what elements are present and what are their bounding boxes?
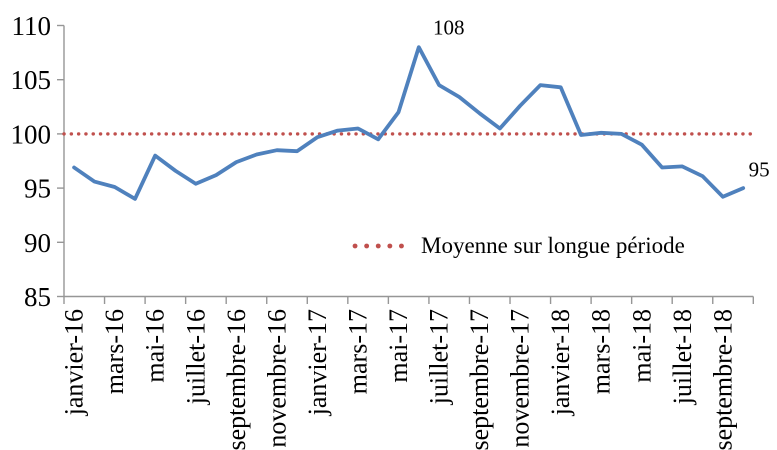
y-tick-label: 85 (24, 282, 51, 312)
legend-dotted-swatch (352, 243, 406, 249)
y-tick-label: 105 (11, 65, 52, 95)
x-tick-label: janvier-16 (60, 309, 89, 416)
x-tick-label: septembre-17 (465, 309, 494, 450)
x-tick-label: novembre-16 (262, 309, 291, 448)
x-tick-label: juillet-17 (425, 309, 454, 405)
x-tick-label: septembre-16 (222, 309, 251, 450)
x-tick-label: janvier-18 (546, 309, 575, 416)
legend-label: Moyenne sur longue période (421, 233, 685, 258)
x-tick-label: mars-16 (100, 309, 129, 394)
x-tick-label: septembre-18 (708, 309, 737, 450)
x-tick-label: novembre-17 (506, 309, 535, 448)
y-tick-label: 90 (24, 228, 51, 258)
data-label-last: 95 (748, 157, 770, 182)
x-tick-label: mai-16 (141, 309, 170, 383)
x-tick-label: mai-18 (627, 309, 656, 383)
legend: Moyenne sur longue période (352, 230, 685, 262)
x-tick-label: juillet-16 (181, 309, 210, 405)
data-label-peak: 108 (433, 15, 465, 40)
x-tick-label: juillet-18 (668, 309, 697, 405)
y-tick-label: 110 (12, 11, 52, 41)
x-tick-label: janvier-17 (303, 309, 332, 416)
x-tick-label: mars-18 (587, 309, 616, 394)
y-tick-label: 95 (24, 174, 51, 204)
x-tick-label: mars-17 (343, 309, 372, 394)
x-tick-label: mai-17 (384, 309, 413, 383)
y-tick-label: 100 (11, 119, 52, 149)
series-line (72, 45, 746, 201)
